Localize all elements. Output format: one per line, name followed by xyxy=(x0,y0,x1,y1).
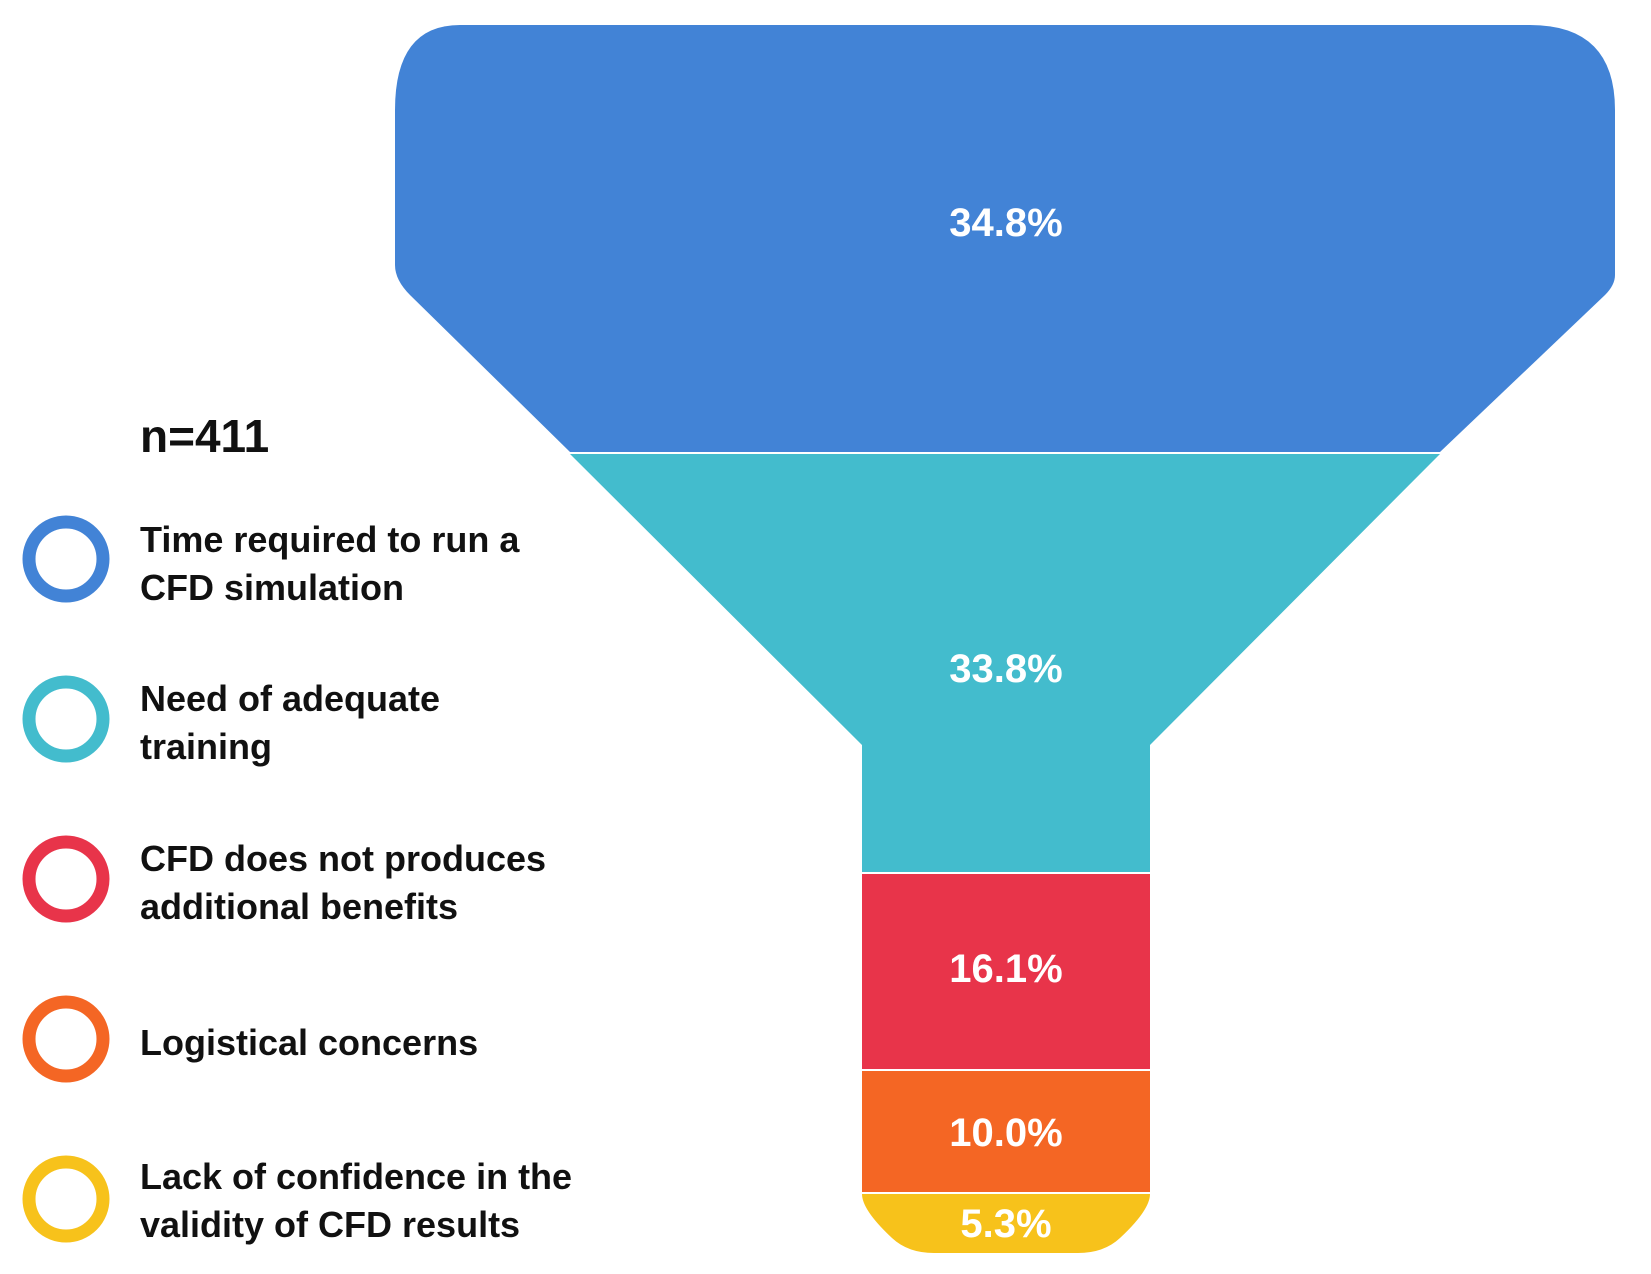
legend-label-time-required: Time required to run a CFD simulation xyxy=(140,519,529,608)
legend-label-line: Need of adequate xyxy=(140,678,440,719)
value-label-time-required: 34.8% xyxy=(949,201,1062,245)
legend-label-line: training xyxy=(140,726,272,767)
funnel-segment-no-benefits xyxy=(862,874,1150,1069)
value-label-logistical: 10.0% xyxy=(949,1111,1062,1155)
legend-label-logistical: Logistical concerns xyxy=(140,1022,478,1063)
value-label-adequate-training: 33.8% xyxy=(949,647,1062,691)
legend-marker-lack-confidence xyxy=(22,1155,110,1243)
legend-marker-time-required xyxy=(22,515,110,603)
legend-label-line: Logistical concerns xyxy=(140,1022,478,1063)
funnel-segment-logistical xyxy=(862,1071,1150,1192)
legend-marker-logistical xyxy=(22,995,110,1083)
legend-label-no-benefits: CFD does not produces additional benefit… xyxy=(140,838,556,927)
legend-label-line: Time required to run a xyxy=(140,519,520,560)
sample-size-label: n=411 xyxy=(140,410,269,462)
legend: Time required to run a CFD simulation Ne… xyxy=(22,515,582,1245)
legend-marker-no-benefits xyxy=(22,835,110,923)
funnel-segment-adequate-training xyxy=(570,454,1440,872)
legend-label-lack-confidence: Lack of confidence in the validity of CF… xyxy=(140,1156,582,1245)
legend-label-line: additional benefits xyxy=(140,886,458,927)
legend-label-line: validity of CFD results xyxy=(140,1204,520,1245)
legend-label-line: Lack of confidence in the xyxy=(140,1156,572,1197)
legend-label-adequate-training: Need of adequate training xyxy=(140,678,450,767)
value-label-no-benefits: 16.1% xyxy=(949,947,1062,991)
legend-label-line: CFD does not produces xyxy=(140,838,546,879)
funnel-segment-time-required xyxy=(395,25,1615,452)
legend-marker-adequate-training xyxy=(22,675,110,763)
funnel-segment-lack-confidence xyxy=(862,1194,1150,1253)
value-label-lack-confidence: 5.3% xyxy=(960,1202,1051,1246)
legend-label-line: CFD simulation xyxy=(140,567,404,608)
